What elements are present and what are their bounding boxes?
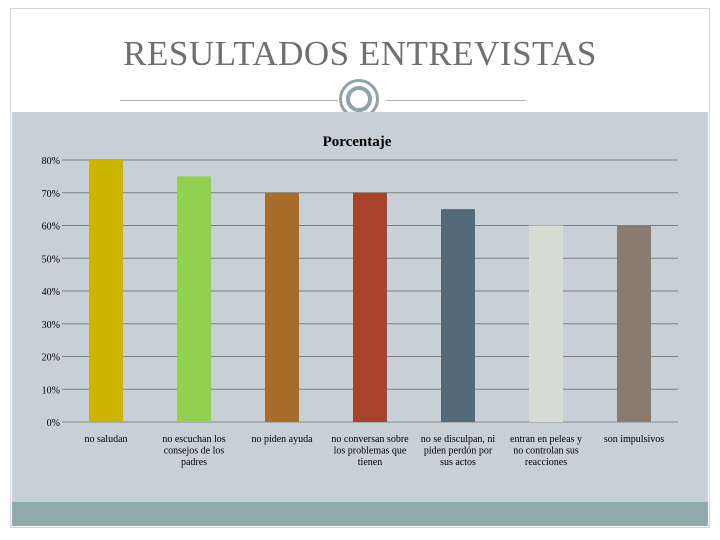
x-tick-label: no piden ayuda bbox=[251, 434, 313, 445]
x-tick-label: no saludan bbox=[84, 434, 127, 445]
bar-5 bbox=[441, 209, 475, 422]
title-rule-left bbox=[120, 100, 338, 101]
x-tick-label: los problemas que bbox=[334, 446, 407, 457]
bar-1 bbox=[89, 160, 123, 422]
y-tick-label: 20% bbox=[42, 353, 60, 364]
title-rule-right bbox=[386, 100, 526, 101]
x-tick-label: tienen bbox=[358, 457, 382, 468]
x-tick-label: entran en peleas y bbox=[510, 434, 582, 445]
bar-4 bbox=[353, 192, 387, 422]
y-tick-label: 30% bbox=[42, 320, 60, 331]
x-tick-label: no se disculpan, ni bbox=[421, 434, 496, 445]
bar-6 bbox=[529, 225, 563, 422]
bar-3 bbox=[265, 192, 299, 422]
bar-7 bbox=[617, 225, 651, 422]
x-tick-label: padres bbox=[181, 457, 207, 468]
x-tick-label: no controlan sus bbox=[513, 446, 579, 457]
y-tick-label: 60% bbox=[42, 222, 60, 233]
x-tick-label: son impulsivos bbox=[604, 434, 664, 445]
slide-title: RESULTADOS ENTREVISTAS bbox=[123, 34, 597, 73]
x-tick-label: consejos de los bbox=[164, 446, 225, 457]
y-tick-label: 80% bbox=[42, 156, 60, 167]
bar-2 bbox=[177, 176, 211, 422]
x-tick-label: piden perdón por bbox=[424, 446, 493, 457]
bottom-bar bbox=[12, 502, 708, 526]
y-tick-label: 40% bbox=[42, 287, 60, 298]
x-tick-label: sus actos bbox=[440, 457, 476, 468]
x-tick-label: no escuchan los bbox=[162, 434, 225, 445]
y-tick-label: 70% bbox=[42, 189, 60, 200]
chart-title: Porcentaje bbox=[323, 134, 392, 150]
y-tick-label: 10% bbox=[42, 385, 60, 396]
y-tick-label: 50% bbox=[42, 254, 60, 265]
x-tick-label: reacciones bbox=[525, 457, 567, 468]
y-tick-label: 0% bbox=[47, 418, 60, 429]
x-tick-label: no conversan sobre bbox=[331, 434, 409, 445]
